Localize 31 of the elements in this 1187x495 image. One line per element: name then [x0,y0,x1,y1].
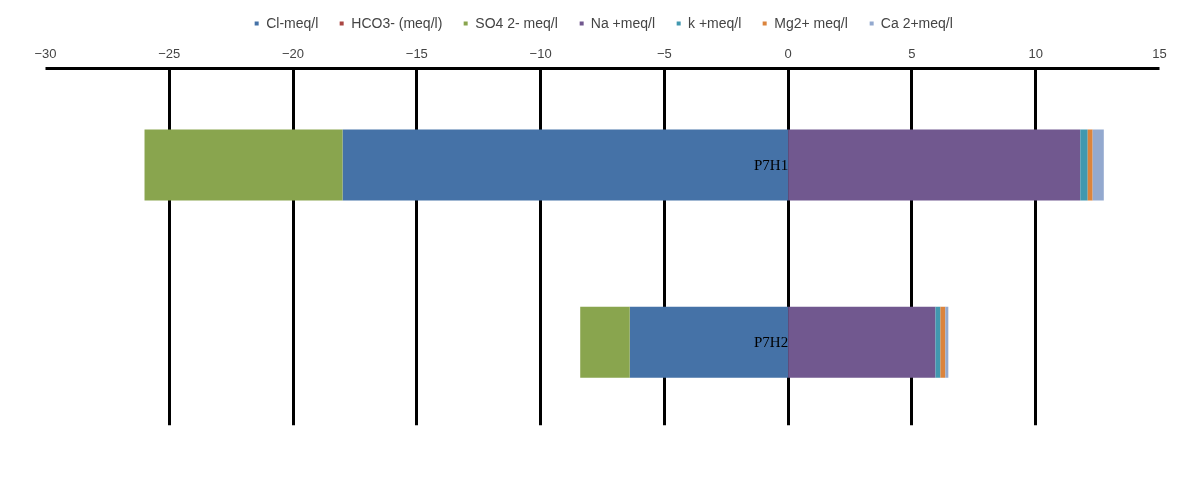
bar [788,306,936,378]
x-tick-label: −25 [158,45,181,61]
bar [1080,129,1088,201]
bar [935,306,941,378]
x-tick-label: −5 [656,45,672,61]
legend-label: Cl-meq/l [266,14,319,31]
x-tick-label: −10 [529,45,552,61]
bar [788,129,1081,201]
x-tick-label: 15 [1152,45,1167,61]
legend-label: SO4 2- meq/l [475,14,558,31]
legend-label: Na +meq/l [590,14,655,31]
bar [144,129,343,201]
x-tick-label: 5 [908,45,916,61]
legend-label: HCO3- (meq/l) [351,14,443,31]
bar [629,306,789,378]
y-tick-label: P7H1 [753,157,789,174]
x-tick-label: −30 [34,45,57,61]
bar [1087,129,1093,201]
x-tick-label: 0 [784,45,792,61]
bar [1092,129,1104,201]
legend-label: Mg2+ meq/l [774,14,848,31]
bar [580,306,630,378]
bar [945,306,949,378]
bar [342,129,789,201]
y-tick-label: P7H2 [753,334,789,351]
x-tick-label: −20 [282,45,305,61]
x-tick-label: −15 [405,45,428,61]
bar [940,306,946,378]
x-tick-label: 10 [1028,45,1043,61]
legend-label: Ca 2+meq/l [880,14,953,31]
legend-label: k +meq/l [687,14,742,31]
